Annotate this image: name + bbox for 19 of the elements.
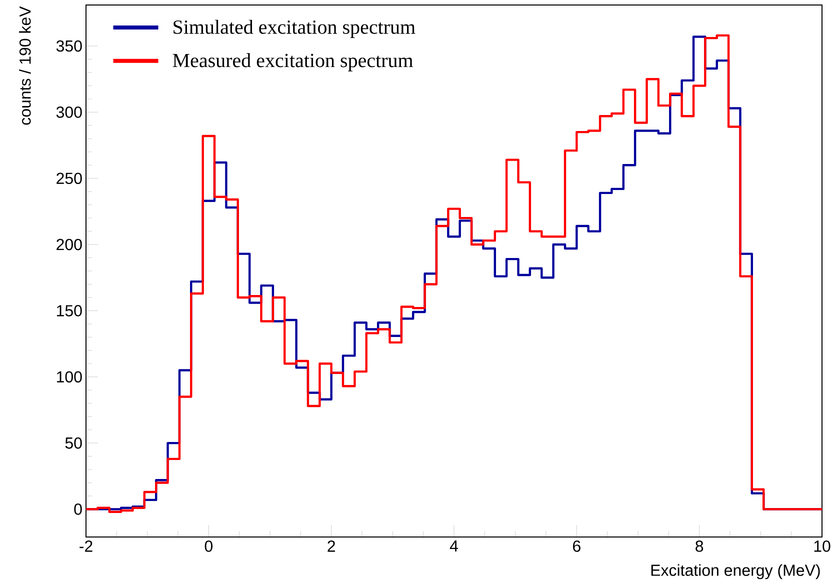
x-tick-label: 2 xyxy=(328,540,335,552)
x-tick-label: -2 xyxy=(80,540,92,552)
legend-label: Measured excitation spectrum xyxy=(172,53,414,72)
y-tick-label: 100 xyxy=(57,371,82,383)
y-tick-label: 50 xyxy=(65,437,82,449)
x-tick-label: 8 xyxy=(696,540,704,552)
y-tick-label: 0 xyxy=(74,504,82,515)
x-tick-label: 10 xyxy=(814,540,830,552)
legend-label: Simulated excitation spectrum xyxy=(174,20,416,38)
y-axis-title: counts / 190 keV xyxy=(19,6,31,125)
y-tick-label: 300 xyxy=(56,106,82,118)
y-tick-label: 200 xyxy=(56,238,82,250)
y-tick-label: 150 xyxy=(57,305,82,316)
x-axis-title: Excitation energy (MeV) xyxy=(651,564,820,580)
y-tick-label: 250 xyxy=(56,172,82,184)
x-tick-label: 4 xyxy=(450,540,458,552)
y-tick-label: 350 xyxy=(56,40,82,52)
x-tick-label: 6 xyxy=(573,540,580,552)
x-tick-label: 0 xyxy=(204,540,212,552)
